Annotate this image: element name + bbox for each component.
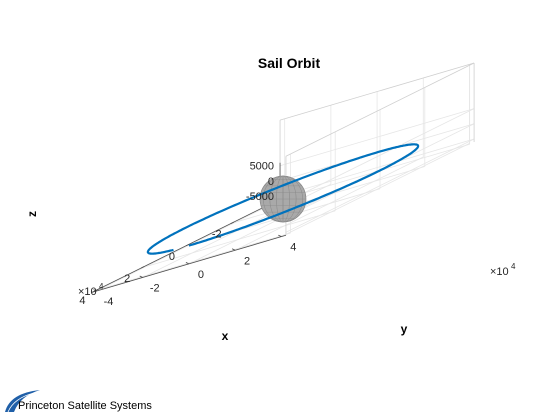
x-tick-label: -2: [212, 229, 222, 241]
box-edge: [279, 62, 475, 121]
chart-title: Sail Orbit: [258, 55, 321, 71]
floor-grid-line: [281, 143, 470, 238]
pss-logo: Princeton Satellite Systems: [5, 390, 152, 413]
y-tick-mark: [139, 275, 143, 278]
svg-text:4: 4: [511, 262, 516, 271]
x-tick-mark: [96, 288, 100, 291]
y-tick-label: 4: [290, 242, 296, 254]
wall-grid-line: [279, 138, 475, 197]
y-multiplier: ×10 4: [490, 262, 516, 278]
axes: [91, 162, 287, 293]
z-tick-label: -5000: [246, 191, 274, 203]
wall-grid-line: [285, 138, 475, 233]
y-tick-mark: [185, 262, 190, 265]
y-axis-label: y: [401, 322, 408, 336]
svg-text:×10: ×10: [78, 286, 97, 298]
wall-grid-line: [279, 108, 475, 167]
y-axis-line: [91, 234, 287, 293]
y-tick-mark: [278, 234, 282, 238]
x-tick-label: 4: [79, 295, 85, 307]
svg-text:4: 4: [99, 282, 104, 291]
x-tick-label: 2: [124, 273, 130, 285]
x-tick-mark: [141, 266, 145, 269]
x-tick-mark: [185, 243, 190, 247]
y-tick-label: 2: [244, 255, 250, 267]
logo-text: Princeton Satellite Systems: [18, 400, 152, 412]
x-tick-mark: [230, 221, 234, 224]
y-tick-label: -4: [104, 296, 114, 308]
z-tick-label: 5000: [250, 161, 274, 173]
z-axis-label: z: [25, 211, 39, 217]
orbit-series: [146, 143, 420, 255]
orbit-line: [146, 143, 420, 255]
x-multiplier: ×10 4: [78, 282, 104, 298]
svg-text:×10: ×10: [490, 266, 509, 278]
swoosh-icon: [5, 390, 40, 412]
z-tick-label: 0: [268, 176, 274, 188]
y-tick-mark: [93, 289, 97, 292]
x-axis-label: x: [222, 329, 229, 343]
y-tick-label: 0: [198, 269, 204, 281]
floor-grid-line: [234, 156, 424, 251]
y-tick-mark: [231, 248, 236, 251]
y-tick-label: -2: [150, 282, 160, 294]
box-edge: [285, 62, 475, 157]
x-tick-label: 0: [169, 251, 175, 263]
wall-grid-line: [285, 108, 475, 203]
